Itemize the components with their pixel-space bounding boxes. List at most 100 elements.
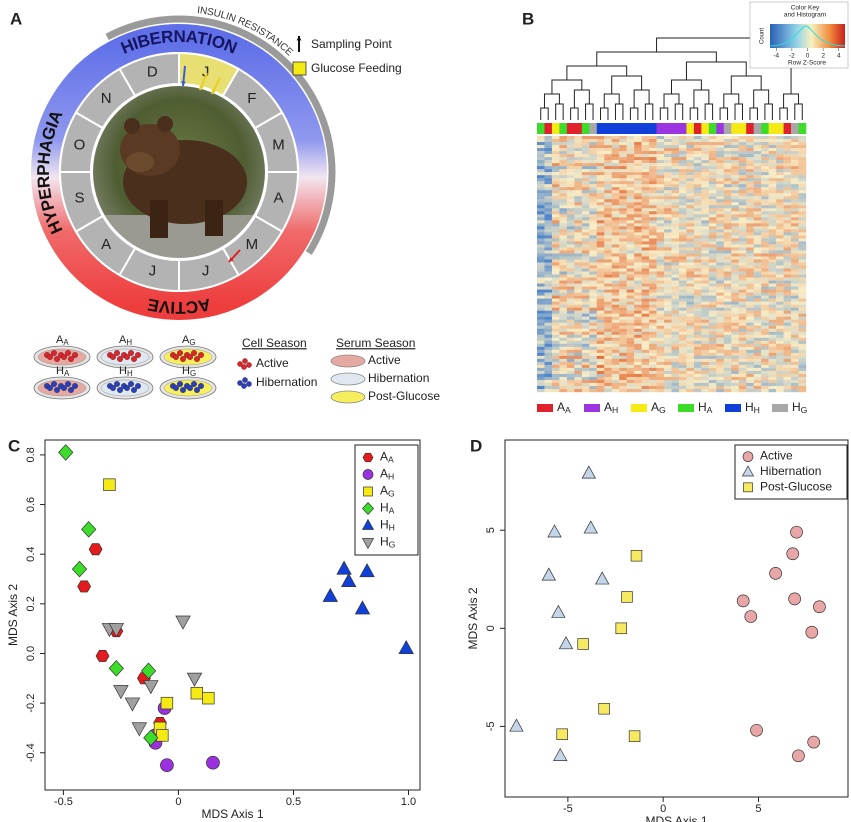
heatmap-cell: [627, 220, 635, 223]
point: [72, 561, 86, 577]
heatmap-cell: [552, 374, 560, 377]
heatmap-cell: [672, 371, 680, 374]
heatmap-cell: [709, 299, 717, 302]
heatmap-cell: [739, 160, 747, 163]
heatmap-cell: [769, 272, 777, 275]
heatmap-cell: [701, 383, 709, 386]
heatmap-cell: [776, 208, 784, 211]
heatmap-cell: [582, 299, 590, 302]
heatmap-cell: [754, 148, 762, 151]
heatmap-cell: [657, 142, 665, 145]
heatmap-cell: [649, 181, 657, 184]
heatmap-cell: [754, 299, 762, 302]
heatmap-cell: [589, 244, 597, 247]
heatmap-cell: [642, 211, 650, 214]
heatmap-cell: [544, 181, 552, 184]
heatmap-cell: [679, 247, 687, 250]
heatmap-cell: [544, 386, 552, 389]
heatmap-cell: [559, 368, 567, 371]
heatmap-cell: [746, 169, 754, 172]
heatmap-cell: [582, 308, 590, 311]
heatmap-cell: [672, 157, 680, 160]
heatmap-cell: [627, 356, 635, 359]
heatmap-cell: [642, 226, 650, 229]
legend-label-sub: A: [565, 405, 571, 415]
heatmap-cell: [559, 272, 567, 275]
heatmap-cell: [716, 326, 724, 329]
heatmap-cell: [642, 311, 650, 314]
heatmap-cell: [694, 205, 702, 208]
legend-label-main: A: [651, 400, 659, 414]
heatmap-cell: [634, 193, 642, 196]
heatmap-cell: [537, 320, 545, 323]
heatmap-cell: [619, 299, 627, 302]
heatmap-cell: [739, 229, 747, 232]
heatmap-cell: [582, 235, 590, 238]
heatmap-cell: [559, 235, 567, 238]
heatmap-cell: [769, 356, 777, 359]
heatmap-cell: [672, 247, 680, 250]
heatmap-cell: [754, 235, 762, 238]
heatmap-cell: [784, 326, 792, 329]
heatmap-cell: [799, 226, 807, 229]
heatmap-cell: [604, 326, 612, 329]
heatmap-cell: [664, 145, 672, 148]
heatmap-cell: [791, 169, 799, 172]
heatmap-cell: [627, 353, 635, 356]
heatmap-cell: [686, 287, 694, 290]
heatmap-cell: [634, 305, 642, 308]
heatmap-cell: [574, 172, 582, 175]
sample-group: [544, 123, 552, 134]
heatmap-cell: [642, 266, 650, 269]
heatmap-cell: [739, 250, 747, 253]
heatmap-cell: [664, 205, 672, 208]
heatmap-cell: [664, 184, 672, 187]
heatmap-cell: [709, 368, 717, 371]
heatmap-cell: [754, 184, 762, 187]
heatmap-cell: [574, 377, 582, 380]
heatmap-cell: [731, 244, 739, 247]
legend-marker: [363, 453, 373, 462]
heatmap-cell: [597, 326, 605, 329]
heatmap-cell: [559, 166, 567, 169]
heatmap-cell: [761, 365, 769, 368]
heatmap-cell: [604, 217, 612, 220]
heatmap-cell: [582, 284, 590, 287]
heatmap-cell: [754, 190, 762, 193]
heatmap-cell: [769, 238, 777, 241]
heatmap-cell: [619, 326, 627, 329]
heatmap-cell: [537, 196, 545, 199]
heatmap-cell: [559, 238, 567, 241]
heatmap-cell: [784, 380, 792, 383]
heatmap-cell: [589, 184, 597, 187]
heatmap-cell: [649, 344, 657, 347]
heatmap-cell: [724, 272, 732, 275]
heatmap-cell: [597, 317, 605, 320]
heatmap-cell: [642, 380, 650, 383]
heatmap-cell: [672, 250, 680, 253]
heatmap-cell: [567, 344, 575, 347]
dish-label-main: H: [119, 365, 127, 377]
month-label: J: [149, 262, 157, 279]
heatmap-cell: [544, 305, 552, 308]
heatmap-cell: [634, 338, 642, 341]
heatmap-cell: [567, 229, 575, 232]
heatmap-cell: [769, 232, 777, 235]
heatmap-cell: [739, 317, 747, 320]
heatmap-cell: [672, 359, 680, 362]
heatmap-cell: [716, 214, 724, 217]
heatmap-cell: [769, 368, 777, 371]
heatmap-cell: [544, 290, 552, 293]
heatmap-cell: [761, 148, 769, 151]
heatmap-cell: [709, 214, 717, 217]
dish-label-main: H: [182, 365, 190, 377]
sample-group: [686, 123, 694, 134]
heatmap-cell: [552, 256, 560, 259]
heatmap-cell: [686, 151, 694, 154]
heatmap-cell: [612, 256, 620, 259]
heatmap-cell: [559, 383, 567, 386]
cell: [124, 385, 130, 391]
heatmap-cell: [799, 389, 807, 392]
heatmap-cell: [589, 377, 597, 380]
heatmap-cell: [694, 178, 702, 181]
